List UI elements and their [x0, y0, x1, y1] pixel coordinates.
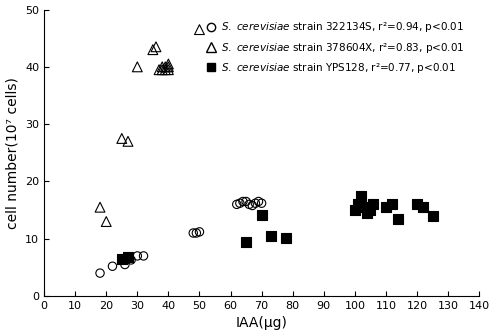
- Point: [413, 202, 421, 207]
- Point: [102, 219, 110, 224]
- Point: [118, 136, 126, 141]
- Point: [134, 64, 141, 70]
- X-axis label: IAA(μg): IAA(μg): [236, 317, 288, 330]
- Point: [248, 203, 256, 208]
- Point: [158, 64, 166, 70]
- Point: [236, 201, 244, 206]
- Point: [108, 263, 116, 269]
- Point: [140, 253, 147, 259]
- Point: [158, 67, 166, 72]
- Point: [124, 139, 132, 144]
- Point: [267, 233, 275, 239]
- Legend: $\it{S.\ cerevisiae}$ strain 322134S, r²=0.94, p<0.01, $\it{S.\ cerevisiae}$ str: $\it{S.\ cerevisiae}$ strain 322134S, r²…: [206, 20, 464, 75]
- Point: [428, 213, 436, 218]
- Point: [382, 205, 390, 210]
- Point: [190, 230, 198, 236]
- Point: [96, 205, 104, 210]
- Point: [164, 67, 172, 72]
- Point: [124, 254, 132, 260]
- Point: [282, 235, 290, 240]
- Point: [254, 199, 262, 204]
- Point: [196, 27, 203, 32]
- Point: [192, 230, 200, 236]
- Point: [118, 256, 126, 261]
- Point: [258, 201, 266, 206]
- Point: [164, 61, 172, 67]
- Point: [357, 193, 365, 199]
- Point: [196, 229, 203, 235]
- Point: [364, 210, 372, 216]
- Point: [134, 253, 141, 259]
- Point: [360, 205, 368, 210]
- Point: [242, 199, 250, 204]
- Point: [366, 207, 374, 213]
- Point: [242, 239, 250, 244]
- Point: [155, 67, 163, 72]
- Point: [162, 67, 170, 72]
- Point: [351, 207, 359, 213]
- Point: [164, 64, 172, 70]
- Point: [149, 47, 157, 52]
- Point: [245, 202, 253, 207]
- Point: [127, 257, 135, 263]
- Point: [388, 202, 396, 207]
- Point: [239, 199, 247, 204]
- Point: [354, 202, 362, 207]
- Point: [233, 202, 241, 207]
- Point: [96, 270, 104, 276]
- Point: [394, 216, 402, 221]
- Point: [252, 201, 260, 206]
- Point: [370, 202, 378, 207]
- Point: [258, 212, 266, 217]
- Y-axis label: cell number(10⁷ cells): cell number(10⁷ cells): [6, 77, 20, 229]
- Point: [152, 44, 160, 49]
- Point: [121, 262, 129, 267]
- Point: [162, 64, 170, 70]
- Point: [419, 205, 427, 210]
